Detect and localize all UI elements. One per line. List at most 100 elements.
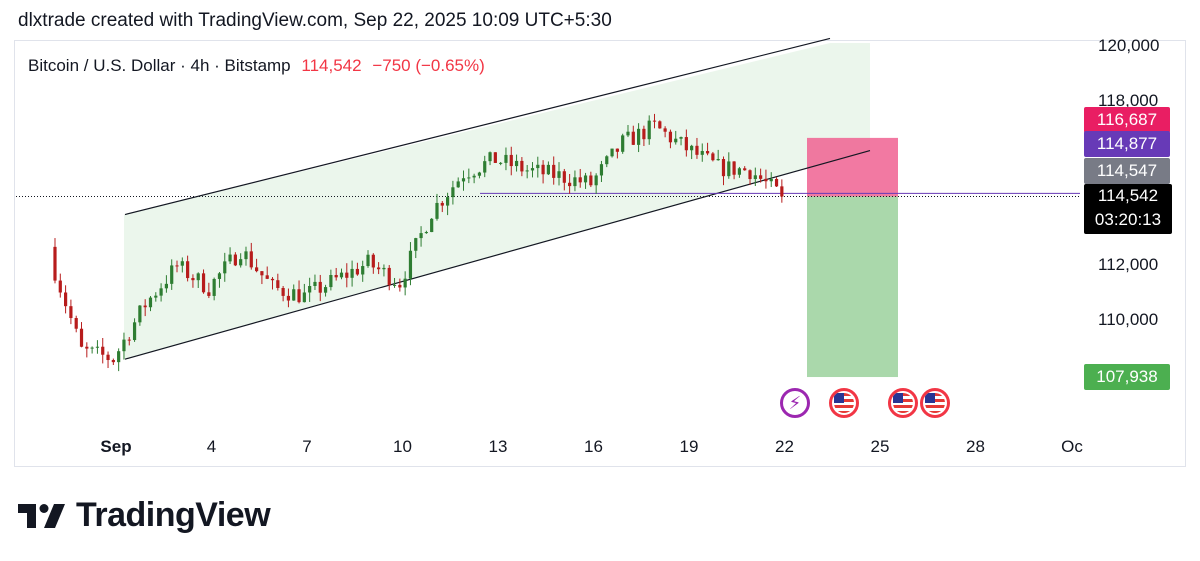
position-zones bbox=[807, 137, 898, 378]
candle-down bbox=[509, 154, 513, 167]
candle-down bbox=[276, 280, 280, 288]
candle-down bbox=[684, 137, 688, 151]
candle-up bbox=[95, 346, 100, 348]
candle-up bbox=[430, 218, 434, 233]
time-axis-tick-label: 7 bbox=[302, 437, 312, 456]
candle-up bbox=[525, 170, 529, 172]
stop-loss-zone bbox=[807, 137, 898, 197]
candle-up bbox=[451, 187, 455, 198]
candle-up bbox=[339, 272, 344, 278]
take-profit-zone bbox=[807, 196, 898, 378]
candle-up bbox=[435, 202, 439, 219]
candle-up bbox=[382, 267, 386, 270]
candle-down bbox=[631, 131, 635, 145]
chart-frame[interactable] bbox=[14, 40, 1186, 467]
candle-down bbox=[186, 261, 190, 279]
time-axis-tick-label: 25 bbox=[870, 437, 890, 456]
candle-down bbox=[345, 272, 349, 278]
candle-down bbox=[398, 284, 402, 288]
candle-up bbox=[461, 178, 466, 182]
lightning-event-icon[interactable]: ⚡ bbox=[780, 388, 810, 418]
candle-down bbox=[201, 273, 206, 293]
candle-down bbox=[334, 274, 338, 278]
candle-up bbox=[514, 160, 519, 167]
candle-down bbox=[281, 287, 285, 296]
candle-down bbox=[663, 128, 667, 132]
candle-down bbox=[58, 280, 62, 293]
candle-up bbox=[599, 164, 604, 176]
candle-up bbox=[170, 265, 174, 284]
us-flag-event-icon[interactable] bbox=[829, 388, 859, 418]
candle-up bbox=[445, 197, 450, 206]
candle-up bbox=[716, 159, 720, 161]
candle-up bbox=[456, 181, 460, 188]
candle-up bbox=[329, 274, 333, 288]
candle-down bbox=[520, 160, 524, 172]
candle-down bbox=[440, 202, 444, 206]
tradingview-logo[interactable]: TradingView bbox=[18, 496, 271, 535]
candle-down bbox=[127, 339, 131, 341]
channel-fill bbox=[124, 43, 870, 360]
last-price-value: 114,542 bbox=[1097, 186, 1159, 205]
candle-up bbox=[674, 138, 678, 143]
candle-down bbox=[233, 254, 237, 266]
candle-up bbox=[483, 161, 487, 173]
candle-down bbox=[377, 267, 381, 270]
time-axis-tick-label: 22 bbox=[775, 437, 794, 456]
candle-up bbox=[536, 164, 540, 169]
candle-up bbox=[610, 148, 614, 157]
candle-down bbox=[387, 267, 391, 286]
candle-up bbox=[148, 297, 153, 308]
time-axis-tick-label: Oc bbox=[1061, 437, 1083, 456]
candle-down bbox=[101, 346, 105, 355]
candle-down bbox=[207, 292, 211, 296]
candle-down bbox=[355, 268, 360, 275]
candle-down bbox=[568, 182, 572, 187]
us-flag-event-icon[interactable] bbox=[888, 388, 918, 418]
candle-down bbox=[562, 171, 566, 183]
symbol-legend[interactable]: Bitcoin / U.S. Dollar · 4h · Bitstamp 11… bbox=[28, 56, 485, 76]
time-axis-tick-label: 28 bbox=[966, 437, 985, 456]
candle-down bbox=[695, 145, 699, 155]
candle-up bbox=[499, 162, 503, 164]
tradingview-logo-icon bbox=[18, 503, 65, 528]
candle-up bbox=[90, 347, 94, 349]
candle-up bbox=[769, 178, 773, 182]
candle-up bbox=[488, 152, 492, 162]
candle-down bbox=[642, 128, 646, 140]
candle-up bbox=[472, 175, 476, 178]
candle-up bbox=[605, 156, 609, 165]
candle-up bbox=[403, 278, 407, 288]
candle-up bbox=[419, 233, 423, 239]
price-axis-tick-label: 110,000 bbox=[1098, 309, 1159, 329]
candle-down bbox=[265, 275, 269, 279]
candle-down bbox=[191, 278, 195, 281]
candle-down bbox=[74, 318, 78, 329]
channel-lines bbox=[124, 37, 871, 360]
candle-down bbox=[759, 175, 763, 179]
time-axis-tick-label: 16 bbox=[584, 437, 603, 456]
candle-up bbox=[196, 273, 200, 281]
candle-up bbox=[366, 254, 370, 267]
price-axis-tick-label: 112,000 bbox=[1098, 255, 1159, 274]
us-flag-event-icon[interactable] bbox=[920, 388, 950, 418]
candle-up bbox=[302, 292, 306, 303]
price-lines bbox=[16, 192, 1080, 198]
candle-down bbox=[175, 265, 179, 267]
channel-lower-line bbox=[124, 149, 871, 360]
symbol-title: Bitcoin / U.S. Dollar · 4h · Bitstamp bbox=[28, 56, 291, 75]
candle-up bbox=[361, 266, 365, 275]
candle-up bbox=[477, 172, 482, 176]
candle-up bbox=[159, 288, 163, 296]
candle-up bbox=[212, 278, 216, 296]
candle-down bbox=[493, 152, 497, 163]
candle-down bbox=[260, 271, 264, 276]
candle-down bbox=[743, 168, 747, 171]
legend-change: −750 (−0.65%) bbox=[372, 56, 485, 75]
time-axis-tick-label: 4 bbox=[206, 437, 217, 456]
candle-down bbox=[732, 161, 736, 175]
candle-up bbox=[154, 295, 158, 298]
candle-down bbox=[297, 289, 301, 303]
candle-down bbox=[589, 175, 593, 186]
